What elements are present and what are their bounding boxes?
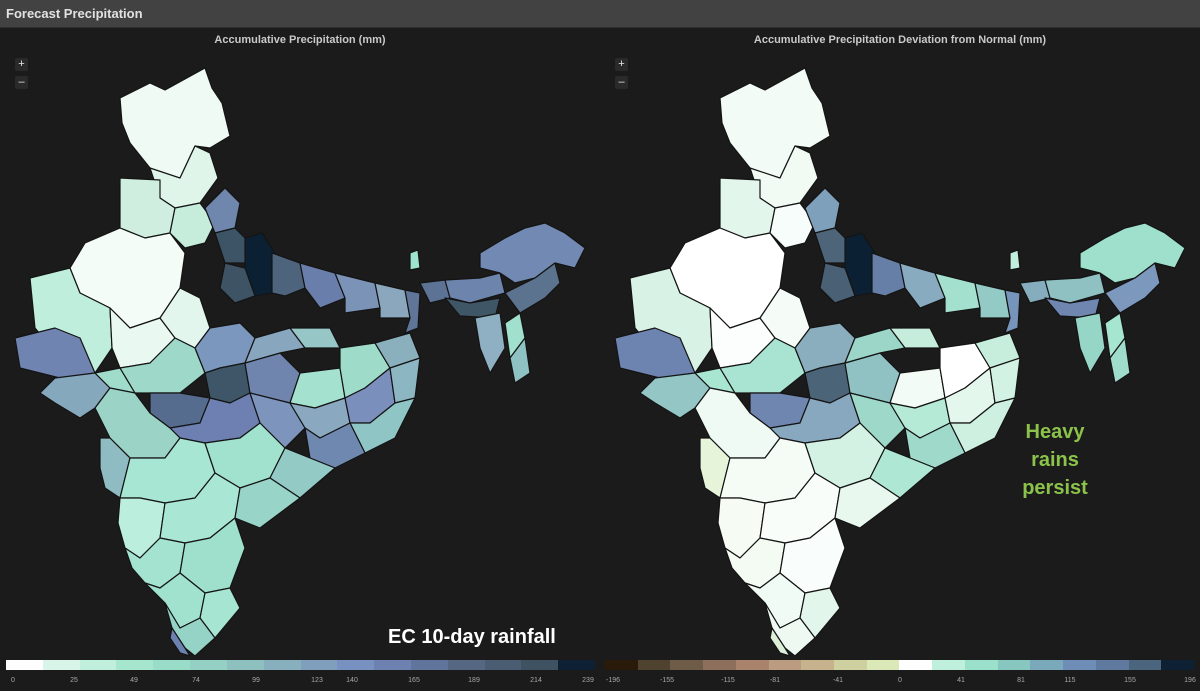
heavy-line-3: persist [1022, 477, 1088, 499]
zoom-in-button[interactable]: + [15, 58, 28, 71]
heavy-rains-annotation: Heavy rains persist [1010, 418, 1100, 502]
heavy-line-1: Heavy [1025, 421, 1085, 443]
colorbar-segment [263, 660, 301, 670]
colorbar-segment [801, 660, 835, 670]
colorbar-segment [410, 660, 448, 670]
colorbar-tick-label: 81 [1017, 677, 1025, 684]
deviation-map[interactable] [600, 28, 1200, 656]
colorbar-segment [42, 660, 80, 670]
colorbar-segment [1128, 660, 1162, 670]
heavy-line-2: rains [1031, 449, 1079, 471]
colorbar-segment [670, 660, 704, 670]
colorbar-tick-label: 189 [468, 677, 480, 684]
colorbar-tick-label: 74 [192, 677, 200, 684]
colorbar-segment [768, 660, 802, 670]
colorbar-segment [834, 660, 867, 670]
colorbar-segment [300, 660, 338, 670]
colorbar-tick-label: 0 [11, 677, 15, 684]
colorbar-tick-label: -155 [659, 677, 675, 684]
colorbar-segment [997, 660, 1031, 670]
precip-colorbar [6, 660, 595, 670]
colorbar-tick-label: 123 [311, 677, 323, 684]
colorbar-segment [1095, 660, 1129, 670]
colorbar-segment [190, 660, 227, 670]
colorbar-segment [1161, 660, 1194, 670]
colorbar-segment [337, 660, 375, 670]
colorbar-segment [6, 660, 43, 670]
colorbar-tick-label: 239 [582, 677, 594, 684]
colorbar-tick-label: 214 [530, 677, 542, 684]
colorbar-segment [1063, 660, 1096, 670]
colorbar-tick-label: -41 [832, 677, 844, 684]
colorbar-segment [79, 660, 117, 670]
zoom-out-button[interactable]: – [15, 76, 28, 89]
colorbar-segment [521, 660, 559, 670]
colorbar-segment [226, 660, 264, 670]
precip-panel-title: Accumulative Precipitation (mm) [214, 34, 386, 46]
precip-colorbar-ticks: 0 25 49 74 99 123 140 165 189 214 239 [0, 677, 600, 689]
colorbar-tick-label: 41 [957, 677, 965, 684]
colorbar-segment [932, 660, 965, 670]
colorbar-tick-label: -81 [769, 677, 781, 684]
colorbar-tick-label: 196 [1184, 677, 1196, 684]
precip-panel: Accumulative Precipitation (mm) + – [0, 28, 600, 656]
colorbar-tick-label: 49 [130, 677, 138, 684]
colorbar-tick-label: -115 [721, 677, 735, 684]
colorbar-segment [116, 660, 154, 670]
colorbar-segment [447, 660, 485, 670]
deviation-colorbar-ticks: -196 -155 -115 -81 -41 0 41 81 115 155 196 [0, 677, 1200, 689]
header-bar: Forecast Precipitation [0, 0, 1200, 28]
colorbar-segment [866, 660, 900, 670]
deviation-panel-title: Accumulative Precipitation Deviation fro… [753, 34, 1047, 46]
colorbar-tick-label: 155 [1124, 677, 1136, 684]
colorbar-segment [637, 660, 671, 670]
colorbar-segment [558, 660, 595, 670]
precip-map[interactable] [0, 28, 600, 656]
colorbar-segment [964, 660, 998, 670]
colorbar-segment [153, 660, 191, 670]
colorbar-segment [899, 660, 933, 670]
colorbar-segment [605, 660, 638, 670]
ec-rainfall-annotation: EC 10-day rainfall [388, 626, 556, 648]
colorbar-tick-label: 165 [408, 677, 420, 684]
header-title: Forecast Precipitation [6, 6, 143, 21]
colorbar-tick-label: -196 [605, 677, 621, 684]
deviation-colorbar [605, 660, 1194, 670]
colorbar-segment [1030, 660, 1064, 670]
colorbar-segment [735, 660, 769, 670]
colorbar-tick-label: 115 [1064, 677, 1076, 684]
zoom-in-button[interactable]: + [615, 58, 628, 71]
colorbar-segment [703, 660, 736, 670]
zoom-out-button[interactable]: – [615, 76, 628, 89]
deviation-panel: Accumulative Precipitation Deviation fro… [600, 28, 1200, 656]
colorbar-tick-label: 140 [346, 677, 358, 684]
colorbar-segment [374, 660, 411, 670]
colorbar-tick-label: 25 [70, 677, 78, 684]
colorbar-segment [484, 660, 522, 670]
colorbar-tick-label: 99 [252, 677, 260, 684]
colorbar-tick-label: 0 [898, 677, 902, 684]
